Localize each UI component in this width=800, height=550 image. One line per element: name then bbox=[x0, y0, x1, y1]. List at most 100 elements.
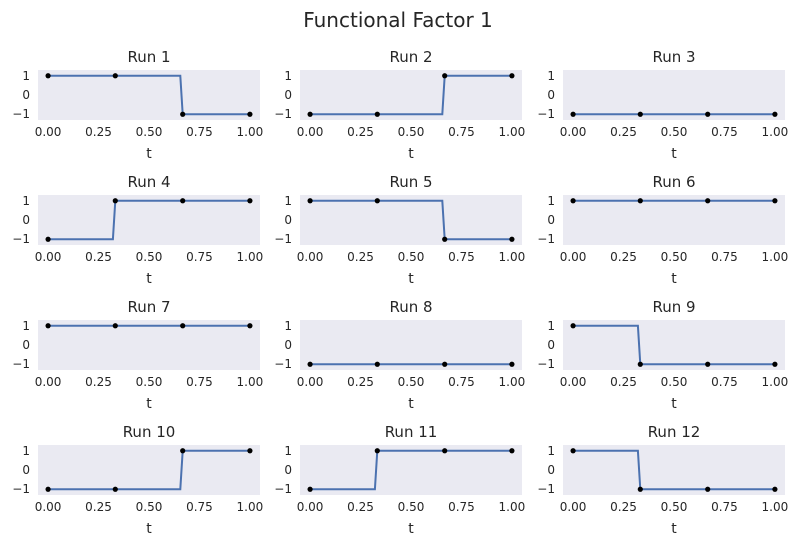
x-tick-label: 1.00 bbox=[762, 500, 789, 514]
panel-title: Run 12 bbox=[648, 423, 701, 441]
panel-title: Run 1 bbox=[127, 48, 170, 66]
panel-run-3: Run 3 0.00 0.25 0.50 0.75 1.00 1 0 −1 t bbox=[537, 48, 788, 162]
x-tick-label: 0.75 bbox=[448, 250, 475, 264]
data-point bbox=[442, 448, 448, 454]
panel-title: Run 6 bbox=[652, 173, 695, 191]
x-tick-label: 0.75 bbox=[711, 125, 738, 139]
x-tick-label: 1.00 bbox=[237, 375, 264, 389]
y-tick-label: 1 bbox=[22, 69, 30, 83]
y-tick-label: 1 bbox=[22, 194, 30, 208]
data-point bbox=[45, 73, 51, 79]
y-tick-label: 1 bbox=[547, 319, 555, 333]
data-point bbox=[570, 198, 576, 204]
panels: Run 1 0.00 0.25 0.50 0.75 1.00 1 0 −1 t Run 2 0.00 0… bbox=[12, 48, 788, 537]
x-tick-label: 0.75 bbox=[448, 375, 475, 389]
y-tick-label: 1 bbox=[547, 69, 555, 83]
data-point bbox=[180, 111, 186, 117]
x-tick-label: 1.00 bbox=[762, 250, 789, 264]
x-tick-label: 0.00 bbox=[560, 500, 587, 514]
y-tick-label: 0 bbox=[284, 88, 292, 102]
data-point bbox=[570, 323, 576, 329]
data-point bbox=[180, 323, 186, 329]
y-tick-label: 0 bbox=[547, 88, 555, 102]
data-point bbox=[509, 361, 515, 367]
panel-run-2: Run 2 0.00 0.25 0.50 0.75 1.00 1 0 −1 t bbox=[274, 48, 525, 162]
x-axis-label: t bbox=[671, 521, 677, 537]
x-axis-label: t bbox=[146, 396, 152, 412]
plot-area bbox=[300, 445, 522, 495]
data-point bbox=[307, 361, 313, 367]
data-point bbox=[112, 73, 118, 79]
data-point bbox=[45, 486, 51, 492]
data-point bbox=[112, 198, 118, 204]
y-tick-label: 1 bbox=[284, 194, 292, 208]
plot-area bbox=[563, 195, 785, 245]
x-tick-label: 1.00 bbox=[499, 125, 526, 139]
y-tick-label: 1 bbox=[284, 319, 292, 333]
x-tick-label: 0.50 bbox=[661, 375, 688, 389]
panel-run-9: Run 9 0.00 0.25 0.50 0.75 1.00 1 0 −1 t bbox=[537, 298, 788, 412]
x-tick-label: 1.00 bbox=[762, 375, 789, 389]
x-tick-label: 0.25 bbox=[85, 125, 112, 139]
y-tick-label: 1 bbox=[547, 444, 555, 458]
x-tick-label: 0.25 bbox=[347, 500, 374, 514]
data-point bbox=[374, 448, 380, 454]
data-point bbox=[247, 198, 253, 204]
x-tick-label: 1.00 bbox=[237, 250, 264, 264]
y-tick-label: 0 bbox=[22, 338, 30, 352]
x-tick-label: 0.50 bbox=[136, 500, 163, 514]
data-point bbox=[307, 486, 313, 492]
x-axis-label: t bbox=[146, 146, 152, 162]
data-point bbox=[247, 323, 253, 329]
x-tick-label: 0.50 bbox=[398, 375, 425, 389]
x-axis-label: t bbox=[671, 271, 677, 287]
x-tick-label: 0.00 bbox=[35, 250, 62, 264]
x-axis-label: t bbox=[146, 271, 152, 287]
series-line bbox=[310, 199, 512, 241]
x-tick-label: 1.00 bbox=[499, 500, 526, 514]
x-tick-label: 0.25 bbox=[347, 250, 374, 264]
x-tick-label: 0.75 bbox=[711, 375, 738, 389]
x-tick-label: 0.00 bbox=[297, 125, 324, 139]
x-tick-label: 0.25 bbox=[85, 250, 112, 264]
data-point bbox=[374, 361, 380, 367]
data-point bbox=[247, 448, 253, 454]
y-tick-label: −1 bbox=[537, 107, 555, 121]
y-tick-label: −1 bbox=[12, 357, 30, 371]
data-point bbox=[570, 448, 576, 454]
x-tick-label: 0.25 bbox=[610, 125, 637, 139]
y-tick-label: −1 bbox=[274, 232, 292, 246]
data-point bbox=[705, 111, 711, 117]
x-tick-label: 1.00 bbox=[499, 250, 526, 264]
y-tick-label: 0 bbox=[22, 88, 30, 102]
panel-title: Run 11 bbox=[385, 423, 438, 441]
panel-run-8: Run 8 0.00 0.25 0.50 0.75 1.00 1 0 −1 t bbox=[274, 298, 525, 412]
plot-area bbox=[38, 445, 260, 495]
x-axis-label: t bbox=[408, 271, 414, 287]
panel-title: Run 5 bbox=[389, 173, 432, 191]
panel-run-10: Run 10 0.00 0.25 0.50 0.75 1.00 1 0 −1 t bbox=[12, 423, 263, 537]
x-tick-label: 1.00 bbox=[499, 375, 526, 389]
y-tick-label: 0 bbox=[547, 463, 555, 477]
data-point bbox=[637, 198, 643, 204]
x-tick-label: 0.00 bbox=[560, 375, 587, 389]
data-point bbox=[509, 73, 515, 79]
y-tick-label: −1 bbox=[537, 357, 555, 371]
data-point bbox=[442, 361, 448, 367]
data-point bbox=[307, 111, 313, 117]
panel-run-11: Run 11 0.00 0.25 0.50 0.75 1.00 1 0 −1 t bbox=[274, 423, 525, 537]
panel-run-5: Run 5 0.00 0.25 0.50 0.75 1.00 1 0 −1 t bbox=[274, 173, 525, 287]
panel-title: Run 7 bbox=[127, 298, 170, 316]
data-point bbox=[180, 448, 186, 454]
data-point bbox=[45, 323, 51, 329]
x-tick-label: 0.25 bbox=[347, 375, 374, 389]
data-point bbox=[705, 361, 711, 367]
plot-area bbox=[563, 70, 785, 120]
x-axis-label: t bbox=[408, 146, 414, 162]
figure-title: Functional Factor 1 bbox=[303, 8, 493, 32]
data-point bbox=[247, 111, 253, 117]
panel-title: Run 10 bbox=[123, 423, 176, 441]
x-tick-label: 0.75 bbox=[711, 500, 738, 514]
data-point bbox=[705, 198, 711, 204]
x-tick-label: 0.25 bbox=[610, 250, 637, 264]
